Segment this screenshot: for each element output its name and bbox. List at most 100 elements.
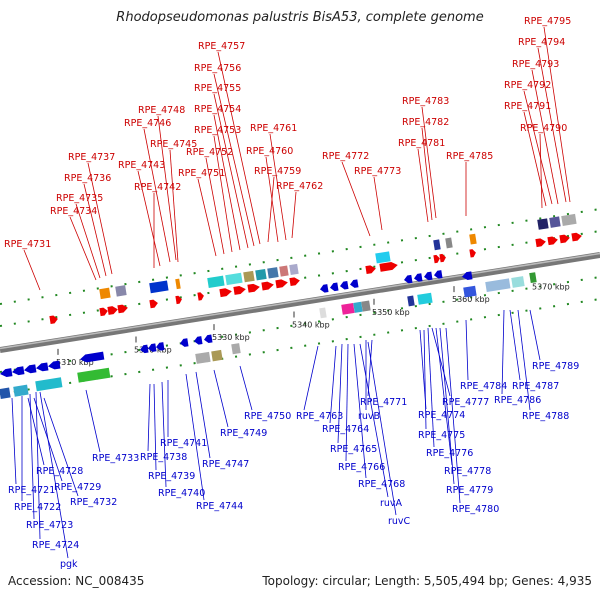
reverse-label-leader xyxy=(27,397,45,466)
feature-box xyxy=(511,276,525,288)
reverse-gene-label: RPE_4724 xyxy=(32,540,79,551)
reverse-gene-arrow xyxy=(156,342,165,351)
reverse-gene-arrow xyxy=(12,366,25,376)
reverse-label-leader xyxy=(345,343,349,462)
feature-box xyxy=(0,387,11,399)
reverse-label-leader xyxy=(147,383,151,452)
reverse-label-leader xyxy=(35,391,41,540)
tick-label: 5340 kbp xyxy=(292,320,330,329)
feature-box xyxy=(469,233,477,245)
reverse-gene-label: RPE_4778 xyxy=(444,466,491,477)
forward-gene-arrow-shape xyxy=(559,234,570,244)
reverse-label-leader xyxy=(153,383,157,471)
feature-box-box xyxy=(99,287,111,300)
forward-gene-arrow xyxy=(439,253,446,263)
reverse-label-leader xyxy=(33,397,63,482)
feature-box xyxy=(289,263,299,276)
feature-box-box xyxy=(195,351,211,364)
feature-box xyxy=(549,216,561,228)
reverse-gene-arrow xyxy=(24,364,37,374)
forward-gene-label: RPE_4759 xyxy=(254,166,301,177)
forward-gene-arrow-shape xyxy=(117,304,128,314)
forward-label-leader xyxy=(213,135,233,253)
forward-label-leader xyxy=(197,178,217,257)
forward-gene-label: RPE_4756 xyxy=(194,63,241,74)
feature-box-box xyxy=(0,387,11,399)
reverse-gene-label: RPE_4763 xyxy=(296,411,343,422)
reverse-label-leader xyxy=(367,339,373,397)
forward-gene-arrow xyxy=(559,234,570,244)
feature-box xyxy=(407,295,415,307)
forward-label-leader xyxy=(543,26,571,203)
reverse-label-leader xyxy=(367,341,397,516)
forward-label-leader xyxy=(137,170,161,267)
reverse-label-leader xyxy=(303,345,319,411)
forward-label-leader xyxy=(291,191,297,239)
forward-gene-label: RPE_4735 xyxy=(56,193,103,204)
reverse-gene-label: ruvA xyxy=(380,498,403,509)
forward-gene-arrow-shape xyxy=(275,279,288,289)
forward-gene-label: RPE_4736 xyxy=(64,173,111,184)
feature-box-box xyxy=(417,292,433,305)
forward-gene-label: RPE_4743 xyxy=(118,160,165,171)
reverse-gene-label: RPE_4733 xyxy=(92,453,139,464)
reverse-label-leader xyxy=(509,309,521,381)
tick-label: 5330 kbp xyxy=(212,333,250,342)
forward-label-leader xyxy=(213,114,241,251)
reverse-gene-label: RPE_4780 xyxy=(452,504,499,515)
forward-gene-label: RPE_4782 xyxy=(402,117,449,128)
feature-box xyxy=(485,278,511,292)
feature-box-box xyxy=(375,251,391,264)
forward-gene-arrow xyxy=(219,288,232,298)
reverse-gene-label: RPE_4786 xyxy=(494,395,541,406)
forward-label-leader xyxy=(421,106,437,219)
reverse-gene-arrow-shape xyxy=(404,274,413,284)
feature-box xyxy=(225,272,243,286)
feature-box-box xyxy=(243,270,255,283)
reverse-gene-arrow-shape xyxy=(462,271,473,281)
reverse-gene-arrow xyxy=(36,362,49,372)
reverse-gene-arrow-shape xyxy=(340,280,349,290)
reverse-label-leader xyxy=(359,343,389,498)
reverse-label-leader xyxy=(517,309,531,411)
feature-box-box xyxy=(341,303,355,315)
reverse-gene-arrow-shape xyxy=(36,362,49,372)
forward-gene-label: RPE_4793 xyxy=(512,59,559,70)
reverse-gene-label: RPE_4789 xyxy=(532,361,579,372)
reverse-gene-arrow xyxy=(340,280,349,290)
reverse-label-leader xyxy=(43,397,79,497)
reverse-gene-arrow xyxy=(204,334,213,344)
forward-gene-arrow xyxy=(289,277,300,287)
reverse-gene-arrow xyxy=(434,270,443,279)
forward-label-leader xyxy=(23,249,41,291)
reverse-gene-arrow-shape xyxy=(12,366,25,376)
forward-label-leader xyxy=(523,90,553,205)
feature-box xyxy=(35,377,63,392)
reverse-gene-label: RPE_4775 xyxy=(418,430,465,441)
reverse-gene-label: RPE_4741 xyxy=(160,438,207,449)
feature-box-box xyxy=(149,280,169,294)
forward-gene-arrow xyxy=(175,295,182,305)
forward-label-leader xyxy=(143,128,171,263)
reverse-label-leader xyxy=(29,393,35,520)
feature-box-box xyxy=(511,276,525,288)
reverse-gene-arrow xyxy=(350,279,359,288)
reverse-gene-label: RPE_4764 xyxy=(322,424,369,435)
tick-label: 5360 kbp xyxy=(452,295,490,304)
topology-summary-text: Topology: circular; Length: 5,505,494 bp… xyxy=(262,574,592,588)
tick-label: 5370 kbp xyxy=(532,282,570,291)
reverse-label-leader xyxy=(423,329,427,430)
feature-box-box xyxy=(529,272,537,284)
forward-label-leader xyxy=(269,133,287,241)
feature-box xyxy=(433,239,441,251)
forward-gene-arrow-shape xyxy=(379,262,398,272)
forward-gene-label: RPE_4753 xyxy=(194,125,241,136)
forward-gene-arrow xyxy=(117,304,128,314)
forward-gene-arrow xyxy=(233,286,246,295)
feature-box xyxy=(361,300,371,312)
feature-box-box xyxy=(433,239,441,251)
forward-gene-label: RPE_4781 xyxy=(398,138,445,149)
feature-box-box xyxy=(445,237,453,249)
forward-gene-label: RPE_4751 xyxy=(178,168,225,179)
